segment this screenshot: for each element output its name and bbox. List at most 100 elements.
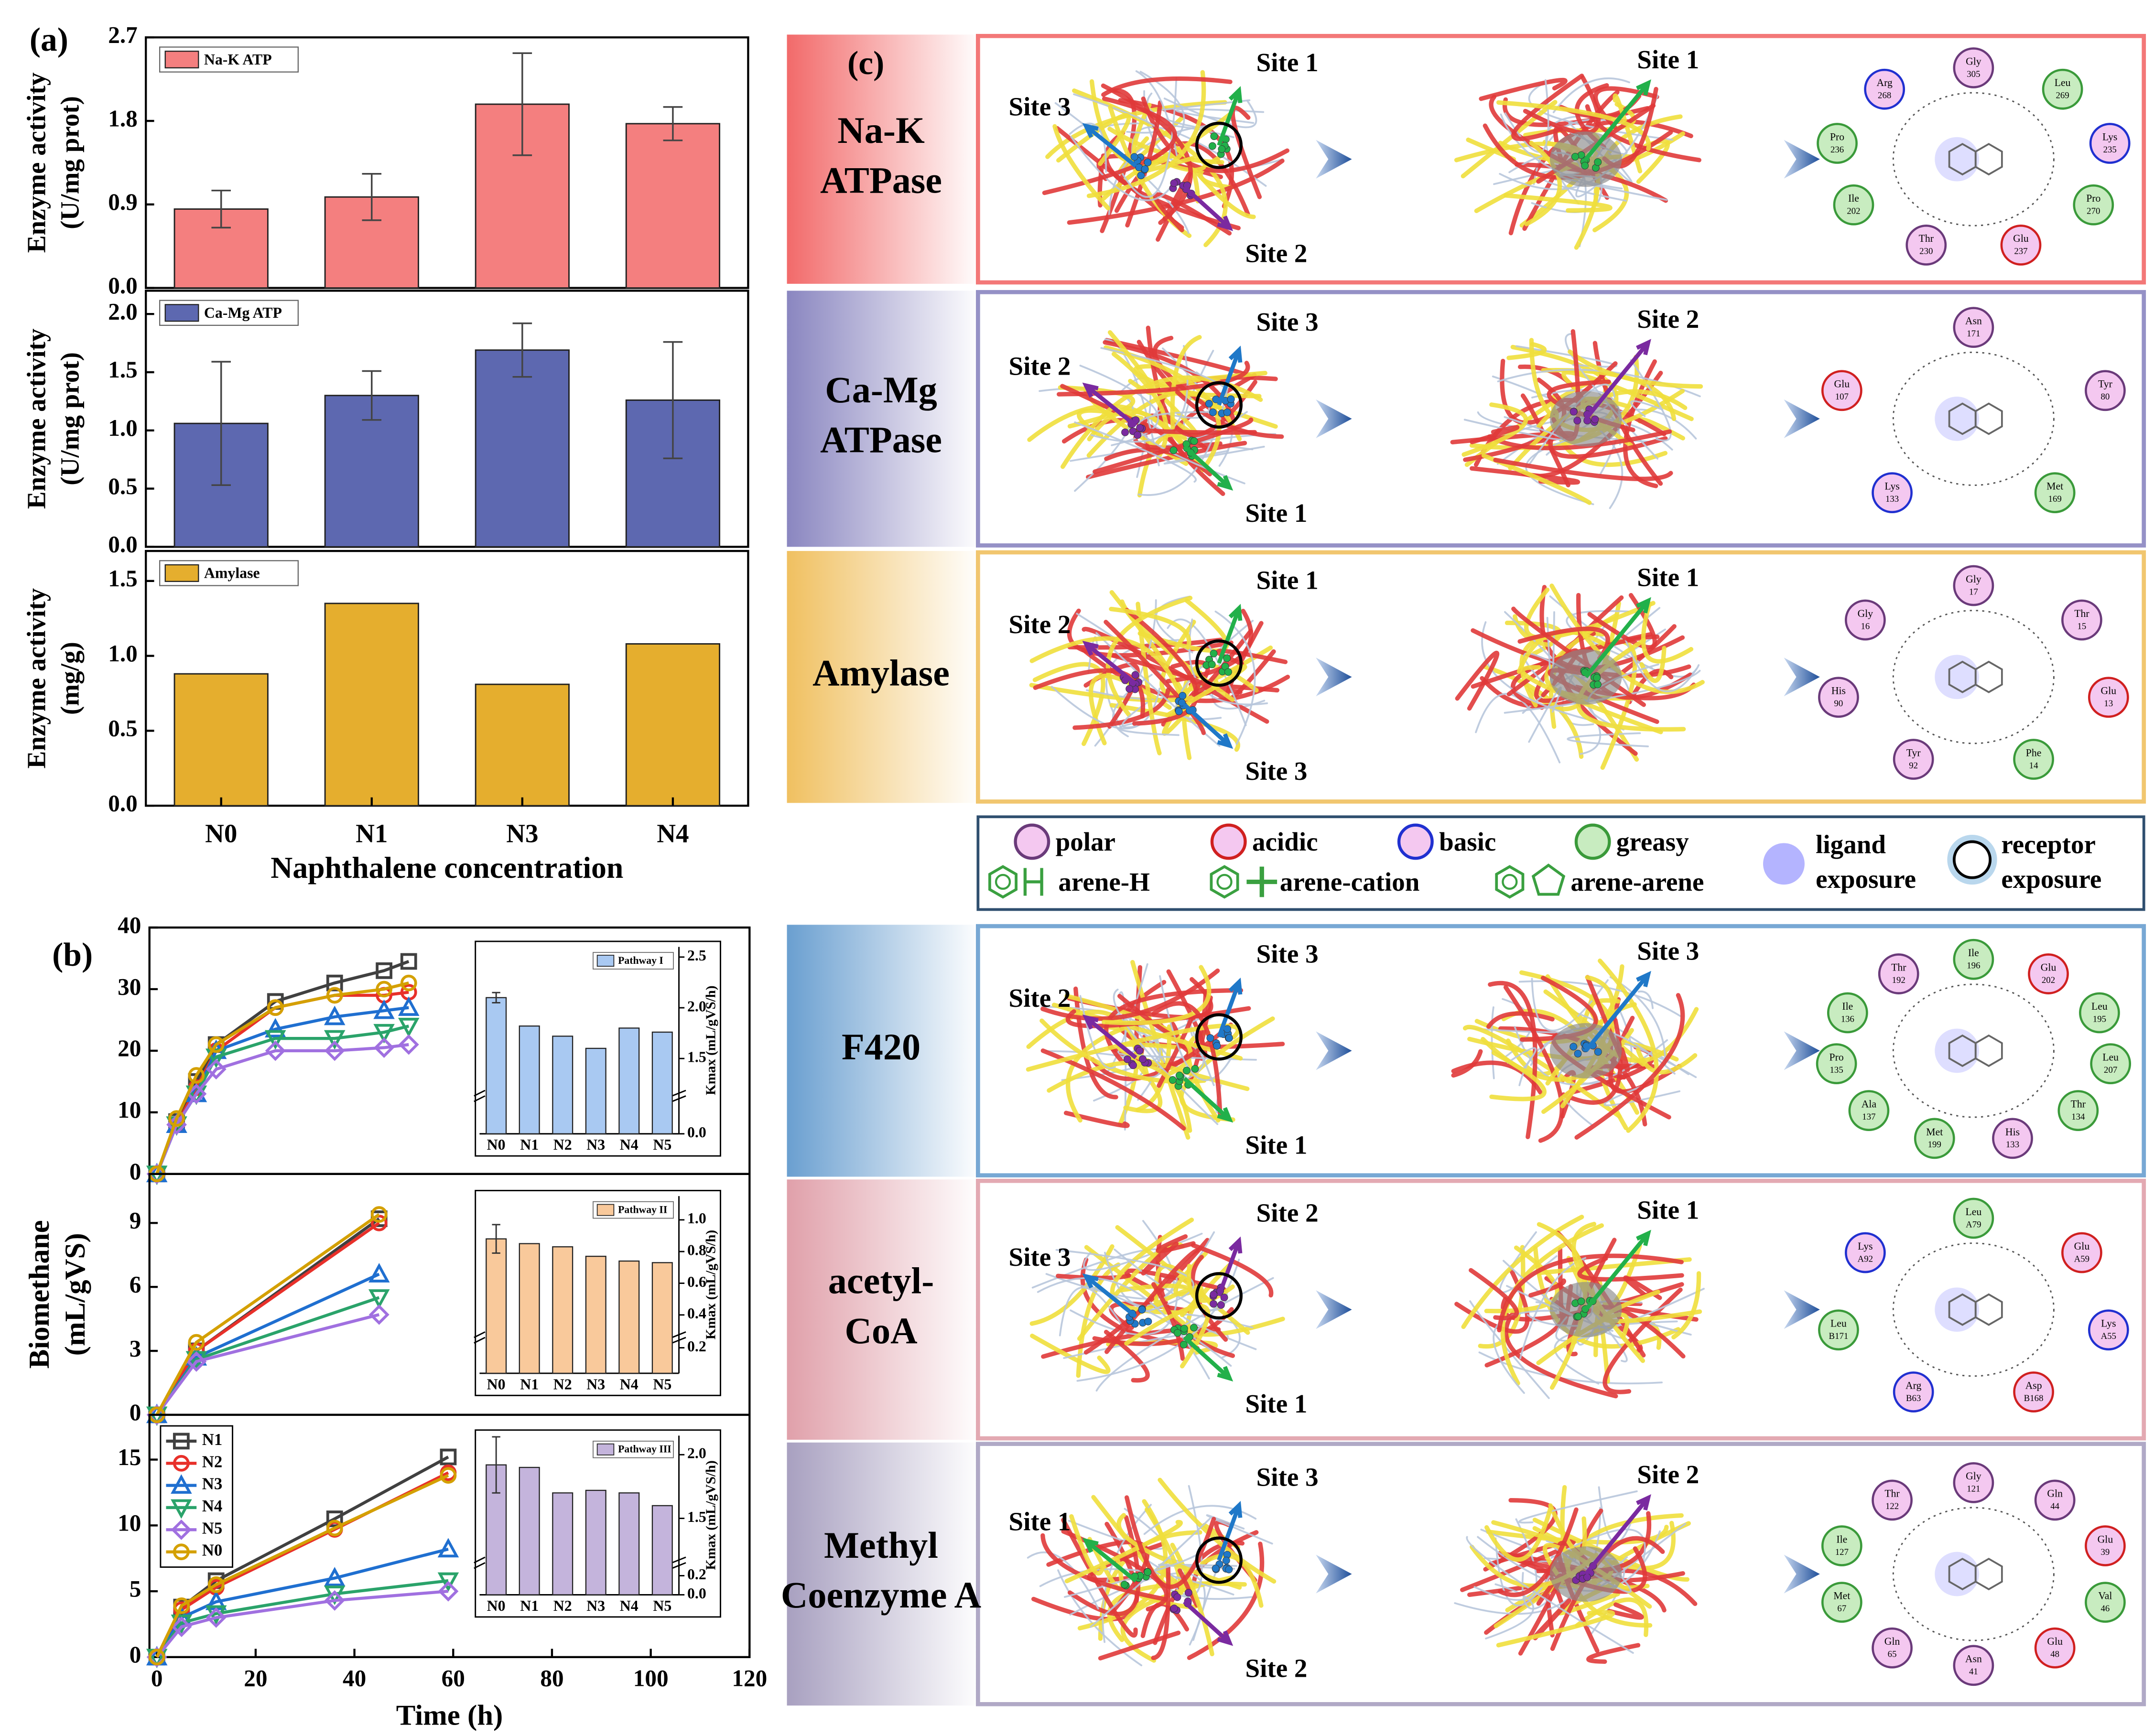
residue-id: 13 bbox=[2104, 699, 2113, 709]
ribbon bbox=[1104, 1329, 1150, 1383]
contact-boundary bbox=[1892, 1242, 2055, 1377]
ribbon bbox=[1191, 1243, 1274, 1298]
ligand-exposure bbox=[1935, 1287, 1979, 1332]
x-tick-label: N0 bbox=[487, 1376, 506, 1392]
plot-frame bbox=[145, 290, 749, 548]
ligand-atom bbox=[1170, 1605, 1178, 1612]
legend-label: Na-K ATP bbox=[204, 51, 272, 68]
error-bar bbox=[362, 370, 382, 421]
bar bbox=[486, 997, 507, 1134]
ligand-atom bbox=[1223, 408, 1231, 416]
ribbon bbox=[1109, 606, 1191, 650]
flow-chevron bbox=[1784, 1031, 1820, 1070]
residue-id: 192 bbox=[1892, 975, 1905, 985]
data-point bbox=[324, 1030, 346, 1050]
legend-symbol bbox=[1574, 823, 1611, 860]
residue bbox=[2034, 1627, 2076, 1669]
residue bbox=[2085, 1525, 2126, 1566]
legend-symbol bbox=[1502, 873, 1518, 890]
ligand-atom bbox=[1210, 132, 1218, 140]
ribbon bbox=[1506, 342, 1547, 360]
ribbon bbox=[1098, 1630, 1181, 1661]
ligand-atom bbox=[1123, 1055, 1131, 1063]
y-axis-label: Kmax (mL/gVS/h) bbox=[704, 1460, 719, 1570]
x-tick-label: N5 bbox=[653, 1136, 671, 1153]
data-line bbox=[155, 1547, 449, 1658]
bar bbox=[618, 1492, 640, 1596]
ribbon bbox=[1121, 701, 1148, 729]
ribbon bbox=[1473, 1518, 1537, 1601]
x-tick-label: N4 bbox=[657, 819, 689, 848]
residue bbox=[1914, 1118, 1955, 1159]
ribbon bbox=[1504, 193, 1613, 213]
y-tick-label: 1.5 bbox=[687, 1509, 706, 1525]
bar bbox=[651, 1031, 673, 1134]
ribbon bbox=[1151, 1282, 1185, 1361]
legend-label: arene-H bbox=[1058, 867, 1150, 896]
error-bar bbox=[211, 189, 231, 229]
y-tick-label: 0.4 bbox=[687, 1305, 706, 1322]
residue bbox=[1992, 1118, 2033, 1159]
ribbon bbox=[1104, 1248, 1200, 1354]
y-tick-label: 0 bbox=[130, 1158, 141, 1185]
ligand-atom bbox=[1213, 1042, 1221, 1050]
ribbon bbox=[1230, 106, 1262, 199]
ribbon bbox=[1461, 402, 1528, 457]
legend-label: greasy bbox=[1616, 827, 1689, 856]
residue-id: 41 bbox=[1969, 1667, 1978, 1677]
data-point bbox=[400, 974, 417, 992]
site-arrow bbox=[1183, 185, 1234, 231]
residue bbox=[2000, 224, 2042, 266]
residue bbox=[2085, 370, 2126, 411]
ribbon bbox=[1125, 100, 1163, 228]
site-label: Site 3 bbox=[1256, 1463, 1319, 1492]
ribbon bbox=[1104, 620, 1206, 735]
ligand-atom bbox=[1571, 152, 1579, 161]
legend-marker bbox=[173, 1433, 190, 1450]
ribbon bbox=[1133, 156, 1195, 175]
panel-label: (b) bbox=[52, 937, 93, 973]
legend-marker bbox=[171, 1519, 192, 1540]
flow-chevron bbox=[1784, 399, 1820, 438]
site-label: Site 1 bbox=[1637, 563, 1699, 592]
ribbon bbox=[1475, 693, 1561, 764]
y-tick-label: 0.2 bbox=[687, 1566, 706, 1583]
bar bbox=[519, 1243, 540, 1374]
residue bbox=[1893, 1371, 1934, 1413]
ligand-atom bbox=[1222, 1556, 1230, 1564]
ribbon bbox=[1517, 626, 1610, 661]
site-arrow bbox=[1183, 1077, 1234, 1123]
ligand-exposure bbox=[1935, 397, 1979, 441]
bar bbox=[618, 1260, 640, 1374]
flow-chevron bbox=[1784, 1554, 1820, 1594]
ribbon bbox=[1493, 1310, 1558, 1394]
ribbon bbox=[1170, 1542, 1214, 1657]
y-tick-label: 2.0 bbox=[687, 998, 706, 1014]
flow-chevron bbox=[1316, 658, 1352, 697]
residue-id: 107 bbox=[1835, 392, 1849, 402]
row-label-cell bbox=[787, 291, 981, 547]
ribbon bbox=[1170, 335, 1202, 430]
residue bbox=[1953, 47, 1994, 88]
binding-site-ring bbox=[1195, 639, 1243, 687]
legend-symbol bbox=[1763, 843, 1805, 885]
legend-swatch bbox=[596, 1204, 615, 1216]
x-tick-label: N4 bbox=[620, 1376, 639, 1392]
flow-chevron bbox=[1316, 1031, 1352, 1070]
contact-boundary bbox=[1892, 92, 2055, 226]
x-tick-label: N1 bbox=[520, 1376, 539, 1392]
residue-name: Asn bbox=[1965, 315, 1982, 327]
ribbon bbox=[1138, 428, 1257, 435]
legend-label: basic bbox=[1439, 827, 1496, 856]
residue-id: 127 bbox=[1835, 1547, 1849, 1557]
residue-name: Gln bbox=[2047, 1488, 2063, 1499]
residue bbox=[2061, 599, 2102, 641]
bar bbox=[585, 1047, 606, 1134]
ribbon bbox=[1487, 429, 1672, 451]
ribbon bbox=[1073, 93, 1158, 134]
residue-name: Pro bbox=[1829, 1052, 1844, 1063]
bar bbox=[585, 1255, 606, 1374]
ribbon bbox=[1030, 1333, 1111, 1374]
legend-label: exposure bbox=[2001, 864, 2101, 894]
x-tick-label: 40 bbox=[343, 1665, 366, 1691]
